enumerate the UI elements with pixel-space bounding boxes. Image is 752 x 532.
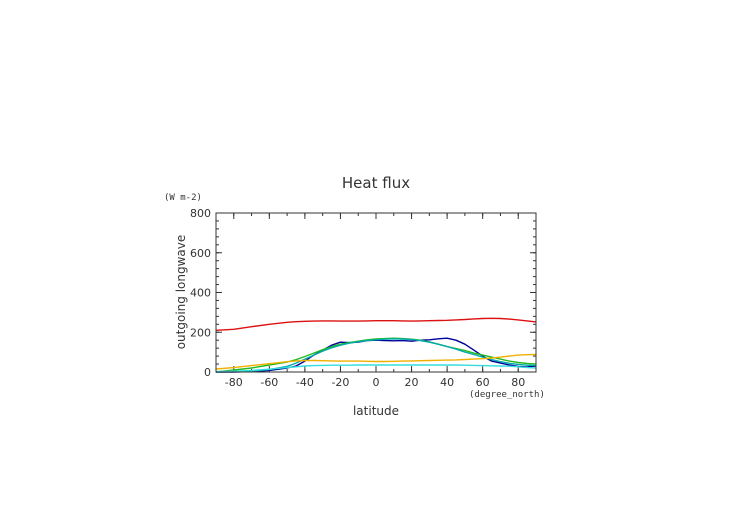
y-tick-label: 600 — [190, 247, 211, 260]
x-tick-label: -60 — [260, 376, 278, 389]
x-axis-unit: (degree_north) — [469, 390, 545, 400]
y-axis-label: outgoing longwave — [174, 235, 188, 350]
plot-frame — [215, 212, 537, 373]
x-tick-label: 40 — [440, 376, 454, 389]
series-line-1 — [215, 317, 537, 331]
y-tick-label: 200 — [190, 326, 211, 339]
y-tick-label: 800 — [190, 207, 211, 220]
x-tick-label: -80 — [225, 376, 243, 389]
x-tick-label: 20 — [405, 376, 419, 389]
y-tick-label: 400 — [190, 287, 211, 300]
chart-title: Heat flux — [342, 174, 410, 192]
x-tick-label: 80 — [511, 376, 525, 389]
series-line-2 — [216, 337, 537, 373]
y-axis-unit: (W m-2) — [164, 193, 202, 203]
series-lines — [215, 317, 537, 373]
y-tick-label: 0 — [204, 366, 211, 379]
series-line-6 — [215, 364, 537, 373]
x-tick-label: -40 — [296, 376, 314, 389]
x-tick-label: -20 — [331, 376, 349, 389]
series-line-5 — [215, 353, 537, 370]
x-axis-label: latitude — [353, 404, 399, 418]
x-tick-label: 60 — [476, 376, 490, 389]
x-tick-label: 0 — [373, 376, 380, 389]
